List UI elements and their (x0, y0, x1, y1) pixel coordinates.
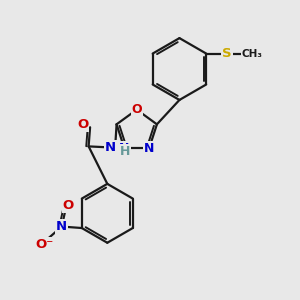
Text: S: S (222, 47, 232, 60)
Text: N: N (105, 141, 116, 154)
Text: N: N (56, 220, 67, 233)
Text: O: O (63, 200, 74, 212)
Text: CH₃: CH₃ (242, 49, 262, 58)
Text: O⁻: O⁻ (36, 238, 54, 251)
Text: N: N (144, 142, 154, 154)
Text: H: H (120, 145, 130, 158)
Text: O: O (131, 103, 142, 116)
Text: O: O (77, 118, 88, 131)
Text: N: N (119, 142, 130, 154)
